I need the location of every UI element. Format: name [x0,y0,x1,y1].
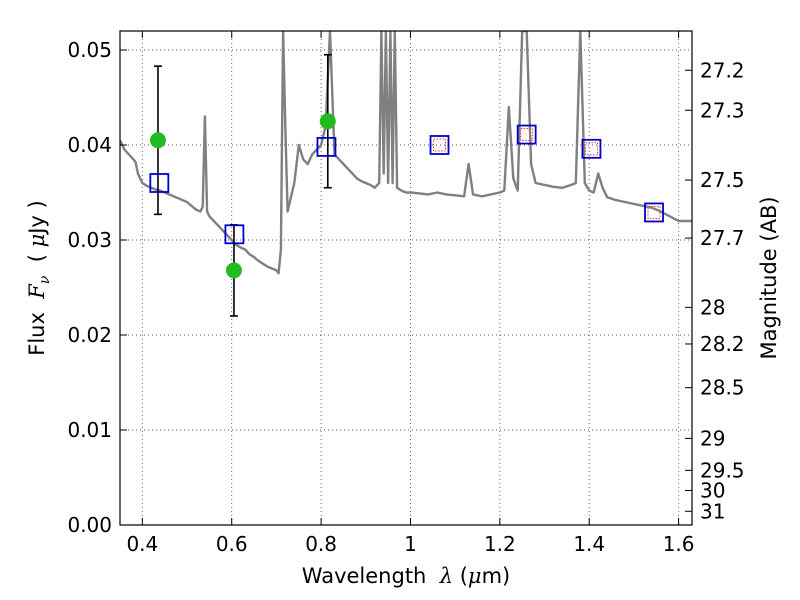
x-axis-label-mu: μ [468,564,482,588]
model-point [149,173,170,193]
model-point [644,202,664,223]
model-point-inner [647,205,661,219]
y2-tick-label: 28.2 [700,332,745,356]
observed-point [149,132,166,149]
y-axis-label-mu: μ [25,234,49,248]
y2-tick-label: 29.5 [700,458,745,482]
x-tick-label: 1.2 [484,532,516,556]
x-tick-label: 0.8 [305,532,337,556]
observed-point [319,113,336,130]
model-point-inner [520,128,534,142]
x-axis-label-open: ( [453,564,468,588]
y2-tick-label: 31 [700,499,725,523]
x-tick-label: 0.6 [216,532,248,556]
model-point [224,224,245,245]
data-marks [120,31,692,317]
y2-tick-label: 28.5 [700,376,745,400]
y-tick-label: 0.00 [67,513,112,537]
model-point-inner [433,138,447,152]
y2-tick-label: 30 [700,479,725,503]
x-tick-label: 1.4 [573,532,605,556]
y-tick-label: 0.02 [67,323,112,347]
y2-tick-label: 28 [700,295,725,319]
y-axis-label-text: Flux [25,299,49,356]
grid [120,31,692,526]
y2-tick-label: 27.2 [700,58,745,82]
x-tick-label: 1 [404,532,417,556]
axis-labels: Wavelength λ (μm) Flux Fν ( μJy ) Magnit… [25,196,781,588]
x-axis-label-unit: m) [482,564,511,588]
model-point [581,138,602,159]
model-point [316,136,337,157]
y-axis-label-unit: Jy ) [25,200,49,236]
x-tick-label: 0.4 [126,532,158,556]
y-axis-label-f: F [25,283,49,300]
model-point-inner [584,142,598,156]
x-axis-label: Wavelength λ (μm) [302,564,510,588]
y-tick-label: 0.01 [67,418,112,442]
spectrum-line [120,31,692,275]
x-axis-label-lambda: λ [439,564,453,588]
y-tick-label: 0.05 [67,38,112,62]
y2-axis-label: Magnitude (AB) [757,196,781,359]
y2-tick-label: 27.7 [700,226,745,250]
x-tick-label: 1.6 [663,532,695,556]
y-tick-label: 0.03 [67,228,112,252]
y2-tick-label: 27.5 [700,168,745,192]
y-tick-label: 0.04 [67,133,112,157]
y-axis-label: Flux Fν ( μJy ) [25,200,53,355]
observed-point [225,262,242,279]
x-axis-label-text: Wavelength [302,564,440,588]
model-point [516,124,537,145]
y-axis-label-open: ( [25,247,49,275]
y2-tick-label: 27.3 [700,98,745,122]
y-axis-label-nu: ν [37,275,53,284]
model-point [429,135,450,155]
y2-tick-label: 29 [700,426,725,450]
axis-ticks: 0.4 0.6 0.8 1 1.2 1.4 1.6 0.00 0.01 0.02 0.03 0.04 0… [67,31,745,556]
plot-frame [119,30,693,526]
